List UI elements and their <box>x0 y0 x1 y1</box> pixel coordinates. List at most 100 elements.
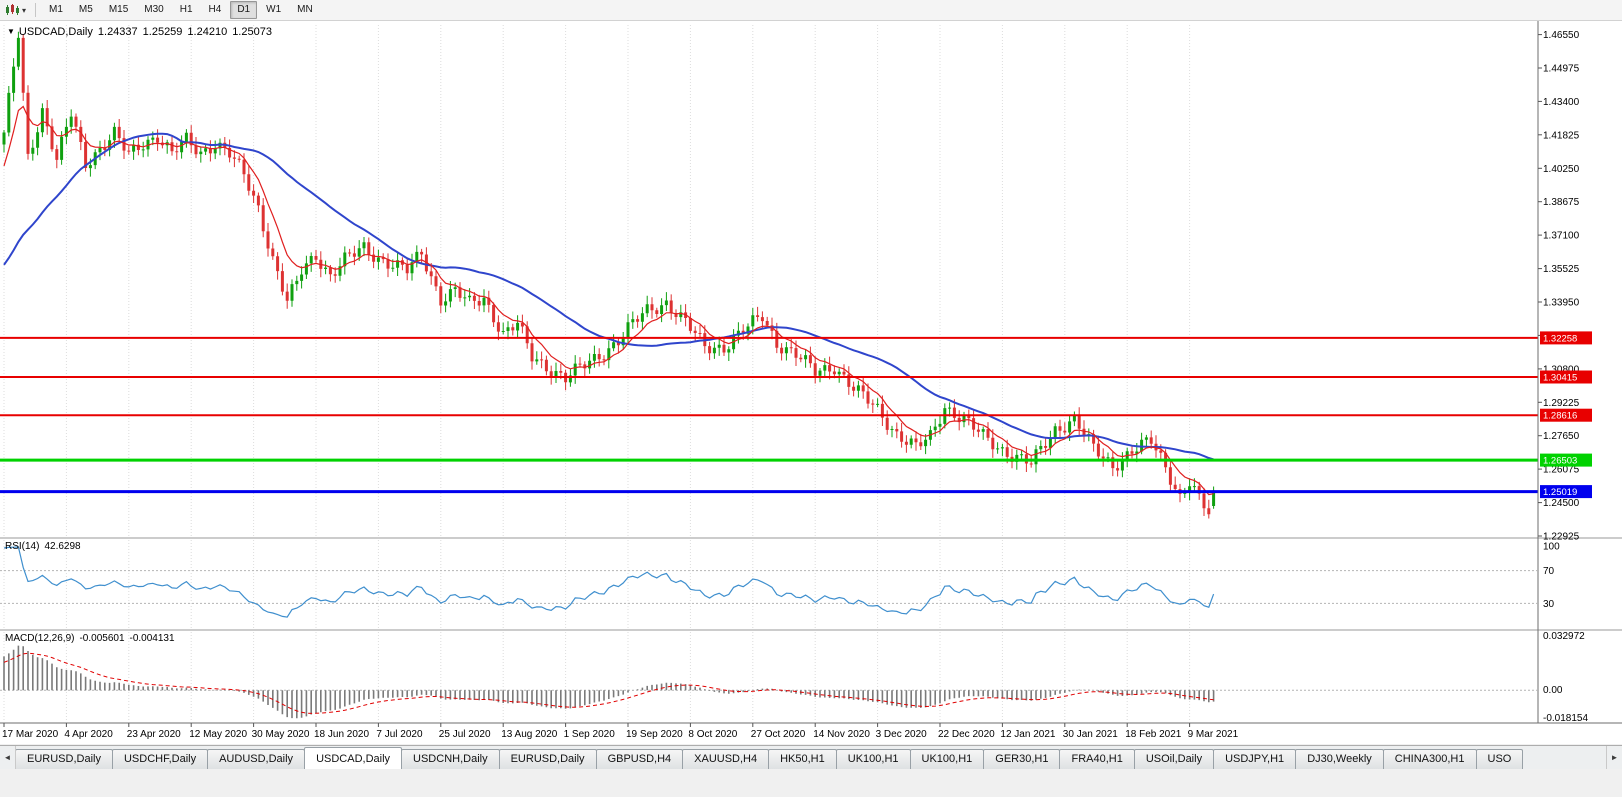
svg-text:1.41825: 1.41825 <box>1543 130 1580 141</box>
chart-canvas[interactable]: 1.46550 1.44975 1.43400 1.41825 1.40250 1.386… <box>0 21 1622 744</box>
svg-text:1.46550: 1.46550 <box>1543 30 1580 41</box>
chart-background <box>0 21 1622 744</box>
svg-text:1.38675: 1.38675 <box>1543 197 1580 208</box>
timeframe-toolbar: ▾ M1 M5 M15 M30 H1 H4 D1 W1 MN <box>0 0 1622 21</box>
symbol-tab-USDJPY-H1[interactable]: USDJPY,H1 <box>1213 749 1297 769</box>
symbol-tab-USO[interactable]: USO <box>1475 749 1524 769</box>
svg-text:19 Sep 2020: 19 Sep 2020 <box>626 729 683 740</box>
svg-text:23 Apr 2020: 23 Apr 2020 <box>127 729 181 740</box>
svg-text:4 Apr 2020: 4 Apr 2020 <box>64 729 113 740</box>
macd-signal-value: -0.004131 <box>129 633 175 644</box>
quote-close: 1.25073 <box>232 26 272 38</box>
svg-text:7 Jul 2020: 7 Jul 2020 <box>376 729 423 740</box>
svg-text:1.44975: 1.44975 <box>1543 64 1580 75</box>
rsi-line <box>3 546 1215 618</box>
symbol-tab-USOil-Daily[interactable]: USOil,Daily <box>1133 749 1215 769</box>
svg-text:1.27650: 1.27650 <box>1543 431 1580 442</box>
symbol-tab-GBPUSD-H4[interactable]: GBPUSD,H4 <box>595 749 684 769</box>
price-level-lines[interactable] <box>0 336 1538 494</box>
svg-text:1.26075: 1.26075 <box>1543 465 1580 476</box>
timeframe-button-W1[interactable]: W1 <box>266 4 282 15</box>
timeframe-button-M5[interactable]: M5 <box>78 4 93 15</box>
svg-text:1.29225: 1.29225 <box>1543 398 1580 409</box>
svg-text:12 May 2020: 12 May 2020 <box>189 729 247 740</box>
rsi-panel: 100 70 30 <box>0 542 1560 618</box>
symbol-tab-GER30-H1[interactable]: GER30,H1 <box>983 749 1061 769</box>
svg-text:14 Nov 2020: 14 Nov 2020 <box>813 729 870 740</box>
symbol-tab-FRA40-H1[interactable]: FRA40,H1 <box>1059 749 1135 769</box>
svg-text:0.032972: 0.032972 <box>1543 631 1585 642</box>
svg-text:1.40250: 1.40250 <box>1543 164 1580 175</box>
symbol-tab-CHINA300-H1[interactable]: CHINA300,H1 <box>1382 749 1477 769</box>
rsi-value: 42.6298 <box>44 541 81 552</box>
timeframe-button-M30[interactable]: M30 <box>144 4 164 15</box>
svg-text:30 May 2020: 30 May 2020 <box>252 729 310 740</box>
chart-type-icon[interactable] <box>4 3 20 17</box>
symbol-quote: ▼ USDCAD,Daily 1.24337 1.25259 1.24210 1.2507… <box>7 26 277 38</box>
chart-marker-icon: ▼ <box>7 27 15 36</box>
rsi-title: RSI(14) <box>5 541 40 552</box>
symbol-tabs: EURUSD,Daily USDCHF,Daily AUDUSD,Daily USDC… <box>15 746 1607 769</box>
svg-text:18 Jun 2020: 18 Jun 2020 <box>314 729 369 740</box>
symbol-tab-USDCAD-Daily[interactable]: USDCAD,Daily <box>304 747 403 769</box>
symbol-title: USDCAD,Daily <box>18 26 93 38</box>
timeframe-button-M15[interactable]: M15 <box>108 4 129 15</box>
svg-text:100: 100 <box>1543 542 1560 553</box>
time-axis: 17 Mar 2020 4 Apr 2020 23 Apr 2020 12 May 2… <box>2 723 1239 740</box>
svg-text:1.28616: 1.28616 <box>1543 411 1577 422</box>
svg-text:0.00: 0.00 <box>1543 685 1563 696</box>
macd-main-value: -0.005601 <box>79 633 125 644</box>
svg-text:1.25019: 1.25019 <box>1543 487 1577 498</box>
svg-text:1 Sep 2020: 1 Sep 2020 <box>564 729 616 740</box>
svg-text:30 Jan 2021: 30 Jan 2021 <box>1063 729 1118 740</box>
macd-title: MACD(12,26,9) <box>5 633 75 644</box>
svg-text:1.33950: 1.33950 <box>1543 298 1580 309</box>
fast-ma-line <box>3 105 1214 496</box>
symbol-tab-UK100-H1[interactable]: UK100,H1 <box>835 749 911 769</box>
svg-text:1.32258: 1.32258 <box>1543 333 1577 344</box>
svg-text:18 Feb 2021: 18 Feb 2021 <box>1125 729 1182 740</box>
symbol-tab-XAUUSD-H4[interactable]: XAUUSD,H4 <box>682 749 770 769</box>
rsi-indicator-label: RSI(14) 42.6298 <box>5 541 86 552</box>
quote-high: 1.25259 <box>142 26 183 38</box>
timeframe-button-M1[interactable]: M1 <box>49 4 63 15</box>
symbol-tab-DJ30-Weekly[interactable]: DJ30,Weekly <box>1295 749 1384 769</box>
svg-text:1.26503: 1.26503 <box>1543 456 1577 467</box>
quote-open: 1.24337 <box>97 26 138 38</box>
timeframe-button-H4[interactable]: H4 <box>208 4 222 15</box>
symbol-tab-EURUSD-Daily[interactable]: EURUSD,Daily <box>498 749 597 769</box>
svg-text:1.30800: 1.30800 <box>1543 364 1580 375</box>
quote-low: 1.24210 <box>187 26 228 38</box>
symbol-tab-bar: ◄ EURUSD,Daily USDCHF,Daily AUDUSD,Daily US… <box>0 745 1622 769</box>
macd-signal-line <box>3 652 1214 714</box>
svg-text:12 Jan 2021: 12 Jan 2021 <box>1000 729 1055 740</box>
svg-text:-0.018154: -0.018154 <box>1543 713 1588 724</box>
svg-text:9 Mar 2021: 9 Mar 2021 <box>1188 729 1239 740</box>
timeframe-buttons: M1 M5 M15 M30 H1 H4 D1 W1 MN <box>41 1 321 19</box>
timeframe-button-D1[interactable]: D1 <box>230 1 258 19</box>
chart-type-dropdown-icon[interactable]: ▾ <box>22 5 27 15</box>
svg-text:1.24500: 1.24500 <box>1543 498 1580 509</box>
timeframe-button-MN[interactable]: MN <box>297 4 313 15</box>
timeframe-button-H1[interactable]: H1 <box>179 4 193 15</box>
svg-text:3 Dec 2020: 3 Dec 2020 <box>876 729 928 740</box>
svg-text:1.30415: 1.30415 <box>1543 373 1577 384</box>
tab-scroll-left-icon[interactable]: ◄ <box>0 746 16 769</box>
symbol-tab-AUDUSD-Daily[interactable]: AUDUSD,Daily <box>207 749 306 769</box>
toolbar-separator <box>35 3 37 17</box>
price-level-tags: 1.32258 1.30415 1.28616 1.26503 1.25019 <box>1540 331 1592 499</box>
symbol-tab-HK50-H1[interactable]: HK50,H1 <box>768 749 837 769</box>
symbol-tab-EURUSD-Daily[interactable]: EURUSD,Daily <box>15 749 113 769</box>
svg-text:1.43400: 1.43400 <box>1543 97 1580 108</box>
svg-text:13 Aug 2020: 13 Aug 2020 <box>501 729 558 740</box>
grid <box>3 25 1191 721</box>
svg-text:8 Oct 2020: 8 Oct 2020 <box>688 729 737 740</box>
symbol-tab-USDCHF-Daily[interactable]: USDCHF,Daily <box>111 749 209 769</box>
macd-indicator-label: MACD(12,26,9) -0.005601 -0.004131 <box>5 633 180 644</box>
svg-text:22 Dec 2020: 22 Dec 2020 <box>938 729 995 740</box>
svg-text:1.35525: 1.35525 <box>1543 264 1580 275</box>
symbol-tab-USDCNH-Daily[interactable]: USDCNH,Daily <box>401 749 500 769</box>
symbol-tab-UK100-H1[interactable]: UK100,H1 <box>909 749 985 769</box>
tab-scroll-right-icon[interactable]: ► <box>1606 746 1622 769</box>
svg-text:27 Oct 2020: 27 Oct 2020 <box>751 729 806 740</box>
